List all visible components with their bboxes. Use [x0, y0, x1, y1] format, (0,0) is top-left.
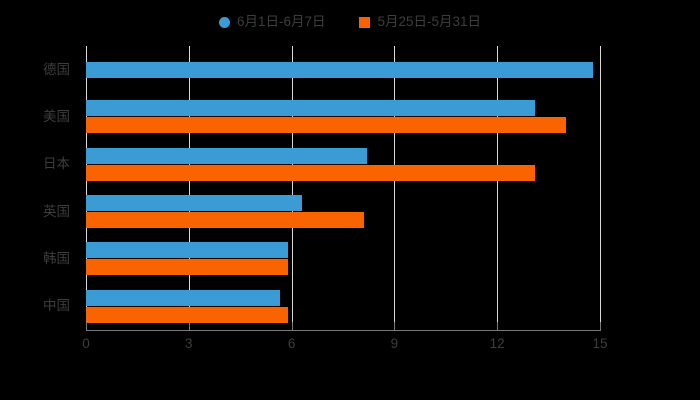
- x-tick-mark-9: [394, 322, 396, 330]
- x-tick-mark-0: [86, 322, 87, 330]
- bar-group: [86, 93, 600, 140]
- x-tick-mark-15: [600, 322, 601, 330]
- bar[interactable]: [86, 61, 594, 78]
- bar[interactable]: [86, 195, 302, 212]
- plot-area: [86, 46, 601, 330]
- category-label-0: 德国: [43, 61, 70, 77]
- legend-label-series-0: 6月1日-6月7日: [236, 14, 326, 29]
- bar-group: [86, 235, 600, 282]
- bar-group: [86, 188, 600, 235]
- bar-group: [86, 46, 600, 93]
- legend-dot-icon: [218, 16, 230, 28]
- bar[interactable]: [86, 100, 535, 117]
- bar[interactable]: [86, 164, 535, 181]
- category-label-5: 中国: [43, 298, 70, 314]
- x-tick-label-9: 9: [390, 336, 399, 351]
- x-tick-mark-12: [497, 322, 499, 330]
- bar-group: [86, 141, 600, 188]
- legend-item-series-1[interactable]: 5月25日-5月31日: [359, 12, 481, 32]
- bar[interactable]: [86, 242, 289, 259]
- chart-legend: 6月1日-6月7日 5月25日-5月31日: [0, 10, 700, 34]
- x-axis-line: [86, 330, 601, 331]
- gridline-x-6: [291, 46, 293, 330]
- category-label-4: 韩国: [43, 251, 70, 266]
- bar[interactable]: [86, 212, 364, 229]
- x-tick-label-0: 0: [82, 336, 90, 351]
- x-tick-mark-6: [291, 322, 293, 330]
- x-tick-label-12: 12: [489, 336, 505, 351]
- bar[interactable]: [86, 306, 289, 323]
- bar[interactable]: [86, 259, 289, 276]
- category-label-2: 日本: [43, 156, 70, 172]
- x-tick-label-3: 3: [185, 336, 193, 351]
- category-label-3: 英国: [43, 203, 70, 219]
- legend-item-series-0[interactable]: 6月1日-6月7日: [218, 12, 326, 32]
- gridline-x-3: [188, 46, 190, 330]
- category-label-1: 美国: [43, 109, 70, 124]
- gridline-x-15: [600, 46, 601, 330]
- bar[interactable]: [86, 117, 566, 134]
- gridline-x-0: [86, 46, 87, 330]
- x-tick-label-6: 6: [287, 336, 296, 351]
- bar[interactable]: [86, 147, 367, 164]
- legend-square-icon: [359, 16, 371, 28]
- x-tick-mark-3: [188, 322, 190, 330]
- category-axis: 德国美国日本英国韩国中国: [0, 46, 78, 330]
- gridline-x-12: [497, 46, 499, 330]
- bar-group: [86, 283, 600, 330]
- gridline-x-9: [394, 46, 396, 330]
- x-tick-label-15: 15: [592, 336, 608, 351]
- bar[interactable]: [86, 289, 280, 306]
- legend-label-series-1: 5月25日-5月31日: [377, 14, 482, 29]
